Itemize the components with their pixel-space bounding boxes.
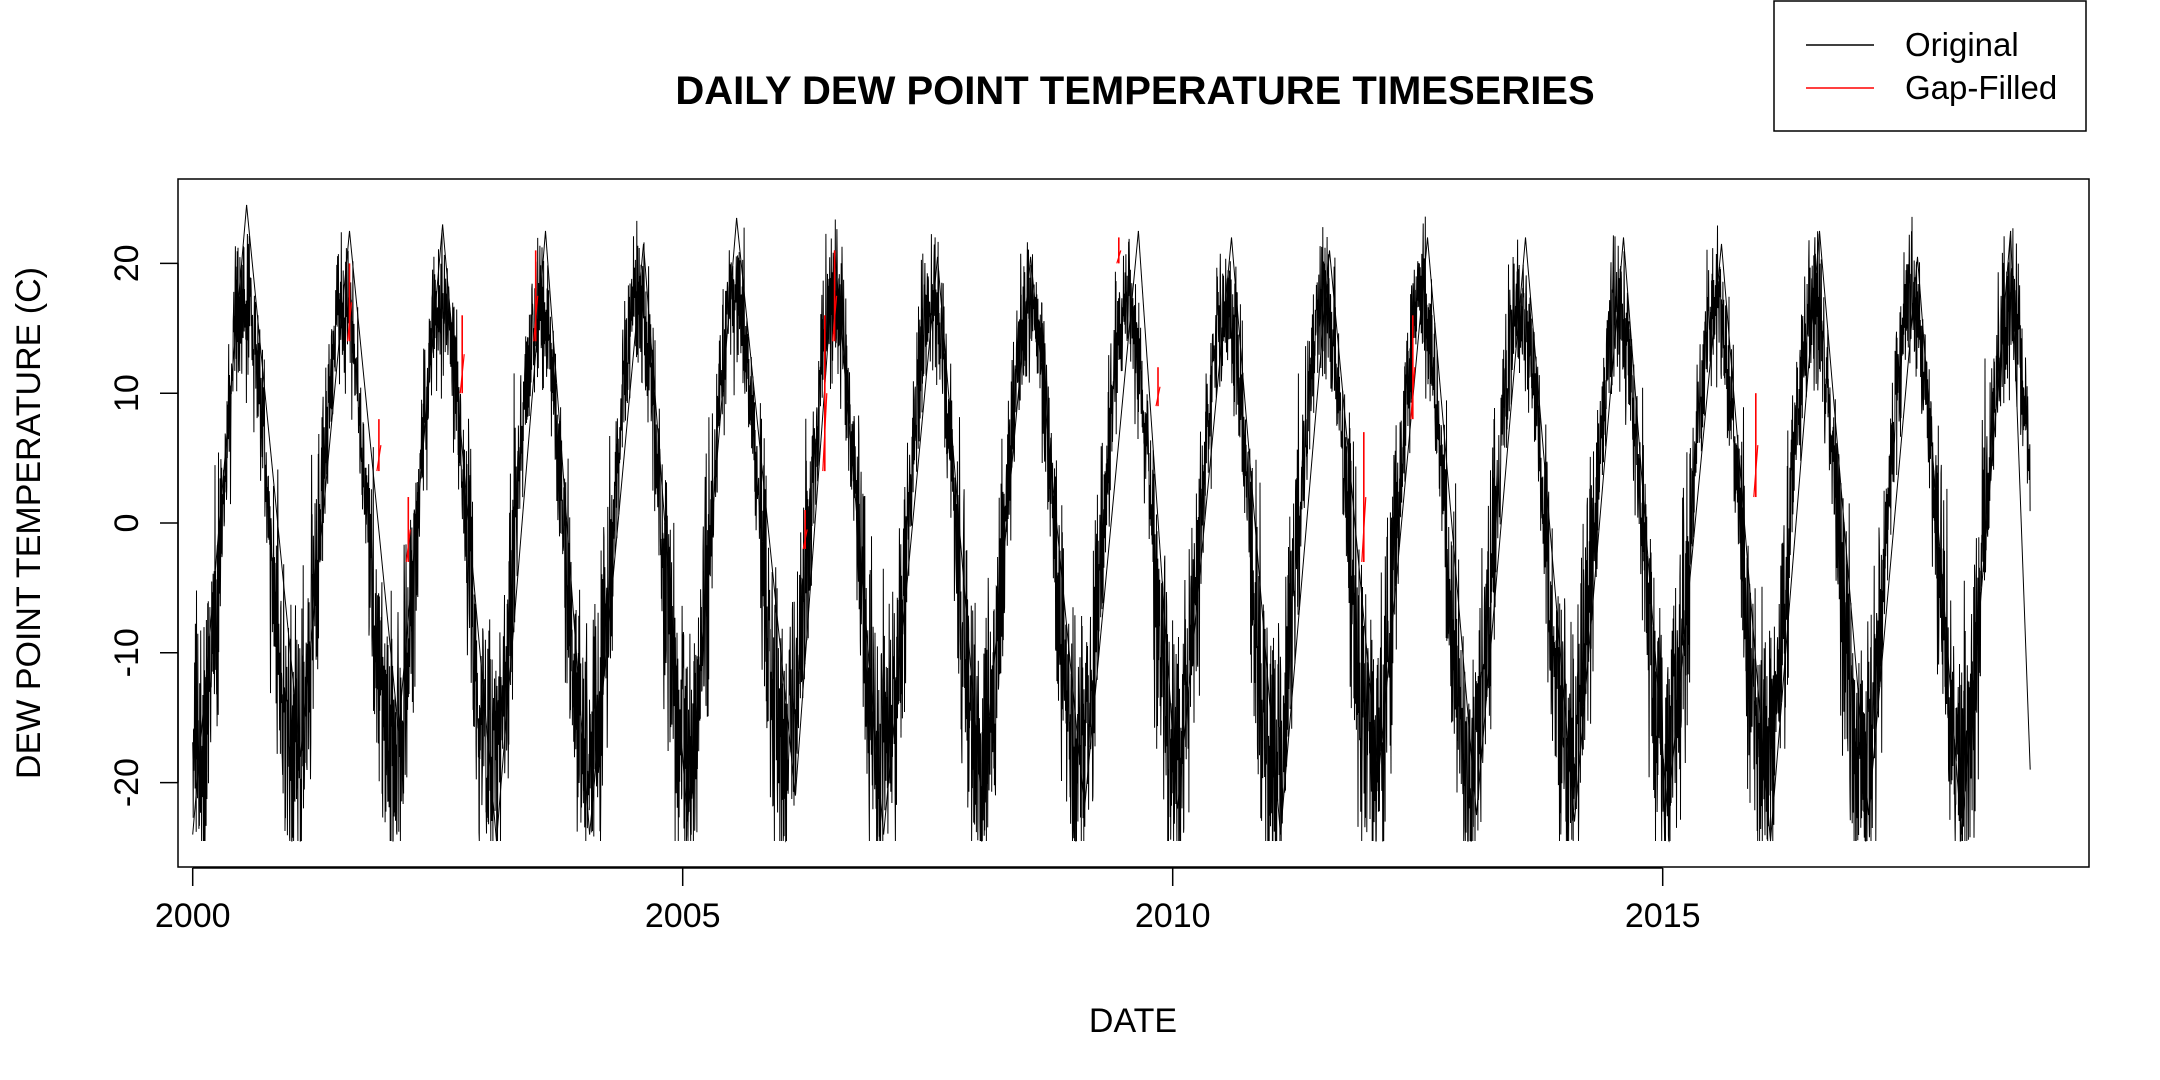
series-original-extreme — [442, 224, 497, 842]
series-original-line — [192, 216, 2031, 843]
legend-label-gap-filled: Gap-Filled — [1905, 69, 2057, 106]
series-original-extreme — [1667, 243, 1722, 816]
series-original-extreme — [643, 243, 689, 822]
series-original-extreme — [1574, 237, 1624, 822]
series-original-extreme — [1525, 237, 1575, 822]
x-tick-label: 2015 — [1625, 897, 1701, 935]
series-original-extreme — [1231, 237, 1281, 835]
series-original-extreme — [2010, 230, 2031, 770]
gap-filled-segment — [376, 445, 382, 472]
series-original-extreme — [349, 230, 399, 731]
series-original-extreme — [192, 204, 248, 835]
series-original — [192, 204, 2031, 843]
series-original-extreme — [834, 250, 885, 835]
x-tick-label: 2010 — [1135, 897, 1211, 935]
x-axis-label: DATE — [1089, 1002, 1177, 1040]
legend-box — [1773, 0, 2087, 132]
gap-filled-segment — [459, 354, 465, 394]
y-tick-label: 10 — [108, 374, 146, 412]
gap-filled-segment — [822, 393, 828, 472]
gap-filled-segment — [1753, 445, 1759, 498]
series-original-extreme — [1427, 237, 1477, 816]
series-original-extreme — [1280, 250, 1330, 835]
gap-filled-segment — [1361, 497, 1367, 562]
series-original-extreme — [1378, 237, 1428, 777]
gap-filled-segment — [1410, 367, 1416, 420]
x-axis: 2000 2005 2010 2015 — [155, 867, 1701, 935]
series-original-extreme — [1177, 237, 1232, 809]
series-original-extreme — [545, 230, 591, 835]
series-original-extreme — [1030, 256, 1085, 809]
series-original-extreme — [1961, 230, 2012, 835]
y-axis-label: DEW POINT TEMPERATURE (C) — [10, 267, 48, 779]
gap-filled-segment — [533, 295, 539, 342]
gap-filled-segment — [346, 302, 353, 342]
series-original-extreme — [937, 256, 983, 803]
series-original-extreme — [496, 230, 546, 842]
series-original-extreme — [1623, 237, 1669, 816]
gap-filled-segment — [832, 295, 838, 342]
y-tick-label: 20 — [108, 244, 146, 282]
y-axis: -20 -10 0 10 20 — [108, 244, 179, 807]
series-original-extreme — [1917, 256, 1963, 835]
series-original-extreme — [300, 230, 350, 757]
y-tick-label: -20 — [108, 758, 146, 807]
series-original-extreme — [736, 217, 796, 796]
series-original-extreme — [1770, 230, 1820, 842]
series-original-extreme — [1721, 243, 1771, 842]
x-tick-label: 2000 — [155, 897, 231, 935]
gap-filled-segment — [405, 529, 411, 563]
series-original-extreme — [794, 250, 836, 796]
series-original-extreme — [1819, 230, 1869, 816]
chart-title: DAILY DEW POINT TEMPERATURE TIMESERIES — [675, 69, 1594, 113]
series-original-extreme — [1476, 237, 1526, 816]
series-original-extreme — [687, 217, 738, 822]
series-original-extreme — [1137, 230, 1179, 809]
gap-filled-segment — [802, 529, 808, 550]
series-original-extreme — [1868, 256, 1918, 816]
gap-filled-segment — [1116, 250, 1122, 264]
series-gap-filled — [346, 237, 1759, 563]
legend-label-original: Original — [1905, 26, 2019, 63]
series-original-extreme — [246, 204, 301, 757]
series-original-extreme — [981, 256, 1032, 803]
series-original-extreme — [1084, 230, 1139, 809]
x-tick-label: 2005 — [645, 897, 721, 935]
series-original-extreme — [1329, 250, 1379, 777]
gap-filled-segment — [1155, 386, 1161, 407]
y-tick-label: -10 — [108, 628, 146, 677]
series-original-extreme — [589, 243, 644, 835]
y-tick-label: 0 — [108, 514, 146, 533]
series-original-extreme — [398, 224, 444, 731]
series-original-extreme — [883, 256, 938, 835]
legend: Original Gap-Filled — [1773, 0, 2087, 132]
